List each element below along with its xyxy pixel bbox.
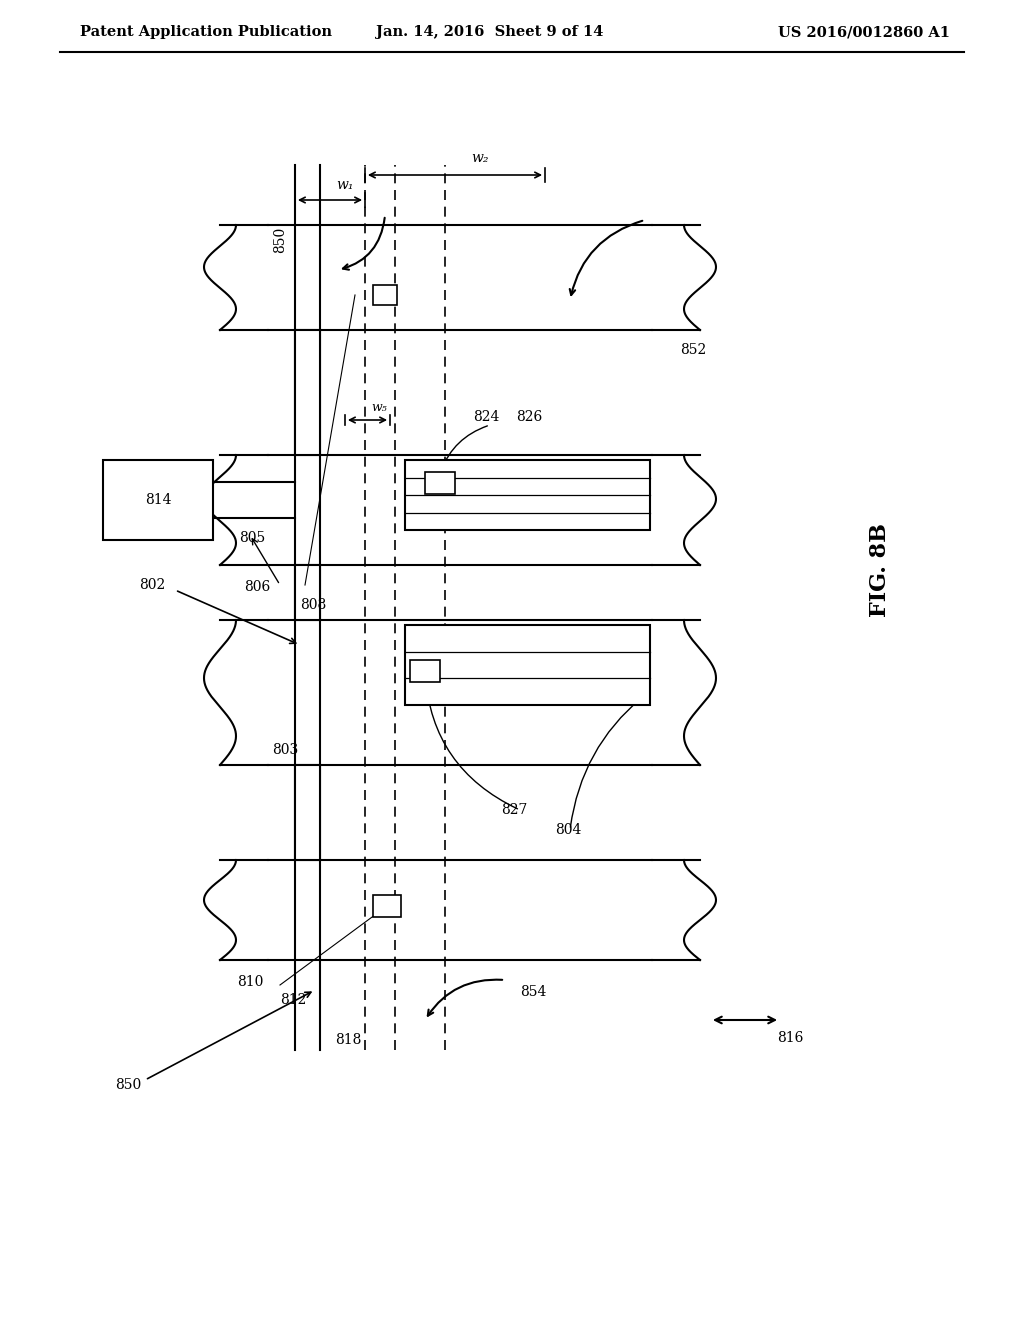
Text: 816: 816 [777,1031,803,1045]
Text: 824: 824 [474,411,500,424]
Text: FIG. 8B: FIG. 8B [869,523,891,616]
Text: 808: 808 [300,598,327,612]
Text: 818: 818 [335,1034,361,1047]
Text: 850: 850 [273,227,287,253]
Text: 805: 805 [239,531,265,544]
Text: 803: 803 [272,743,298,756]
Text: 804: 804 [555,822,582,837]
Bar [373,895,401,917]
Text: 806: 806 [244,579,270,594]
Bar [295,565,319,620]
Bar [103,459,213,540]
Text: w₂: w₂ [471,150,488,165]
Text: 854: 854 [520,985,547,999]
Text: US 2016/0012860 A1: US 2016/0012860 A1 [778,25,950,40]
Text: w₁: w₁ [336,178,353,191]
Text: 812: 812 [280,993,306,1007]
Bar [373,285,397,305]
Text: Jan. 14, 2016  Sheet 9 of 14: Jan. 14, 2016 Sheet 9 of 14 [376,25,604,40]
Text: 852: 852 [680,343,707,356]
Bar [406,459,650,531]
Text: 827: 827 [502,803,528,817]
Bar [410,660,440,682]
Text: 850: 850 [115,1078,141,1092]
Bar [425,473,455,494]
Bar [295,330,319,455]
Text: 802: 802 [138,578,165,591]
Text: 814: 814 [144,492,171,507]
Text: w₅: w₅ [372,401,387,414]
Text: Patent Application Publication: Patent Application Publication [80,25,332,40]
Bar [295,766,319,861]
Text: 826: 826 [516,411,543,424]
Bar [406,624,650,705]
Text: 810: 810 [238,975,264,989]
